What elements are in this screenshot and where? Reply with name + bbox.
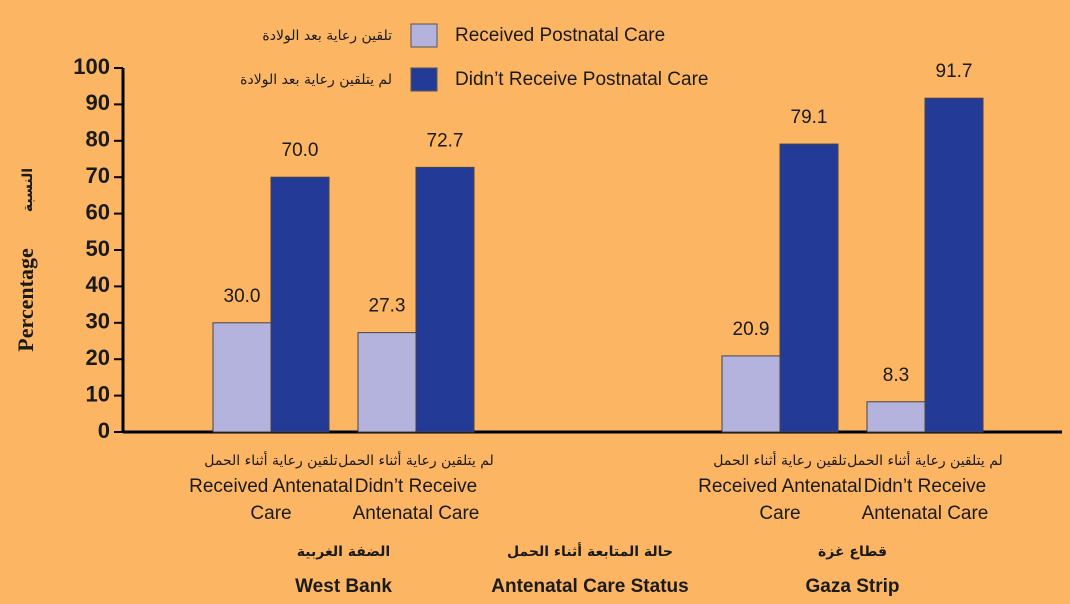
x-tick-label-ar: تلقين رعاية أثناء الحمل <box>204 451 337 469</box>
bar <box>866 401 926 433</box>
value-label: 91.7 <box>936 61 973 82</box>
value-label: 8.3 <box>883 365 909 386</box>
value-label: 27.3 <box>369 296 406 317</box>
bar <box>924 97 984 433</box>
y-tick-label: 40 <box>86 272 110 297</box>
y-axis-title: Percentage <box>13 248 38 352</box>
group-label: West Bank <box>295 576 392 597</box>
bar <box>270 176 330 433</box>
value-label: 79.1 <box>791 107 828 128</box>
y-tick-label: 50 <box>86 236 110 261</box>
bar <box>721 355 781 433</box>
x-tick-label: Received Antenatal Care <box>189 476 353 524</box>
legend-label-ar: لم يتلقين رعاية بعد الولادة <box>240 72 392 88</box>
y-tick-label: 0 <box>98 418 110 443</box>
legend-label: Didn’t Receive Postnatal Care <box>455 69 708 90</box>
x-tick-label: Didn’t Receive Antenatal Care <box>352 476 480 524</box>
group-label-ar: الضفة الغربية <box>297 544 390 560</box>
bar <box>779 143 839 433</box>
value-label: 20.9 <box>733 319 770 340</box>
bar <box>357 332 417 433</box>
y-tick-label: 10 <box>86 381 110 406</box>
y-tick-label: 90 <box>86 90 110 115</box>
value-label: 72.7 <box>427 130 464 151</box>
x-tick-label-ar: لم يتلقين رعاية أثناء الحمل <box>847 451 1003 469</box>
y-tick-label: 80 <box>86 127 110 152</box>
x-tick-label: Didn’t Receive Antenatal Care <box>861 476 989 524</box>
group-label-ar: قطاع غزة <box>818 544 887 560</box>
bar <box>212 322 272 433</box>
value-label: 30.0 <box>224 286 261 307</box>
legend-label-ar: تلقين رعاية بعد الولادة <box>262 28 392 44</box>
y-tick-label: 100 <box>73 54 110 79</box>
x-tick-label-ar: تلقين رعاية أثناء الحمل <box>713 451 846 469</box>
x-tick-label-ar: لم يتلقين رعاية أثناء الحمل <box>338 451 494 469</box>
legend-label: Received Postnatal Care <box>455 25 665 46</box>
y-tick-label: 70 <box>86 163 110 188</box>
y-tick-label: 20 <box>86 345 110 370</box>
x-axis-title: Antenatal Care Status <box>491 576 688 597</box>
x-axis-title-ar: حالة المتابعة أثناء الحمل <box>507 542 673 560</box>
value-label: 70.0 <box>282 140 319 161</box>
y-axis-title-ar: النسبة <box>20 168 36 212</box>
y-tick-label: 30 <box>86 309 110 334</box>
legend-swatch <box>410 67 438 92</box>
x-tick-label: Received Antenatal Care <box>698 476 862 524</box>
legend-swatch <box>410 23 438 48</box>
y-tick-label: 60 <box>86 199 110 224</box>
bar <box>415 166 475 433</box>
group-label: Gaza Strip <box>806 576 900 597</box>
